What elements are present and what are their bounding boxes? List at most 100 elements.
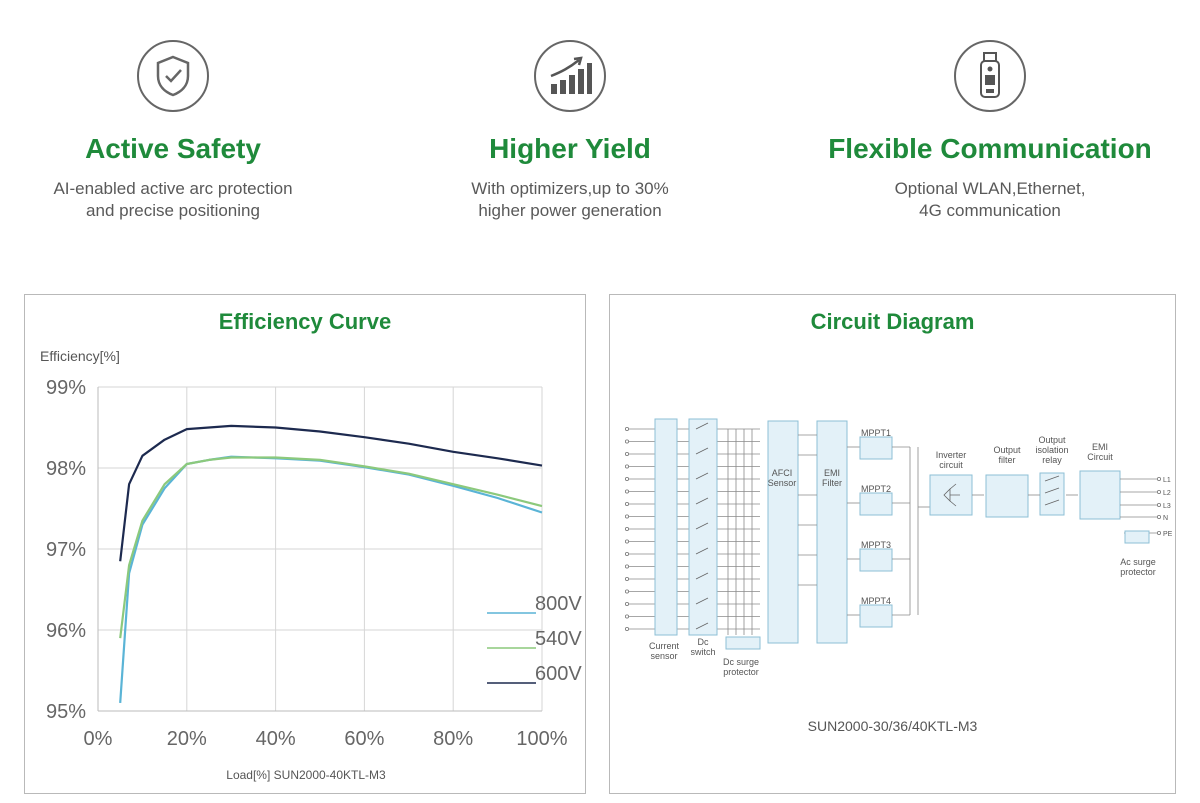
switch-contact — [695, 497, 709, 505]
output-filter-block — [985, 474, 1029, 518]
input-terminal — [624, 426, 629, 431]
input-terminal — [624, 476, 629, 481]
isolation-relay-block — [1039, 472, 1065, 516]
output-line-label: L2 — [1163, 490, 1171, 497]
feature-active-safety: Active Safety AI-enabled active arc prot… — [0, 40, 353, 222]
input-terminal — [624, 564, 629, 569]
input-terminal — [624, 451, 629, 456]
input-terminal — [624, 601, 629, 606]
input-terminal — [624, 489, 629, 494]
output-line-label: N — [1163, 515, 1168, 522]
output-terminal — [1157, 489, 1162, 494]
y-axis-label: Efficiency[%] — [40, 348, 120, 364]
legend-label: 600V — [535, 663, 582, 685]
y-tick-label: 99% — [46, 377, 86, 399]
current-sensor-block — [654, 418, 678, 636]
transistor-symbol — [943, 483, 960, 507]
feature-description: With optimizers,up to 30% higher power g… — [471, 179, 669, 220]
dc-surge-label: Dc surge — [723, 657, 759, 667]
ac-surge-block — [1124, 530, 1150, 544]
x-axis-label: Load[%] SUN2000-40KTL-M3 — [226, 768, 386, 782]
mppt-label: MPPT3 — [861, 540, 891, 550]
feature-description: AI-enabled active arc protection and pre… — [53, 179, 293, 220]
mppt-block — [859, 548, 893, 572]
output-line-label: PE — [1163, 531, 1173, 538]
mppt-block — [859, 436, 893, 460]
feature-flexible-communication: Flexible Communication Optional WLAN,Eth… — [810, 40, 1170, 222]
switch-contact — [695, 547, 709, 555]
emi-circuit-label: EMI — [1092, 442, 1108, 452]
switch-contact — [695, 472, 709, 480]
dc-switch-label: Dc — [698, 637, 709, 647]
switch-contact — [695, 572, 709, 580]
circuit-diagram-title: Circuit Diagram — [810, 309, 975, 334]
input-terminal — [624, 589, 629, 594]
current-sensor-label: Current — [649, 641, 680, 651]
inverter-label: circuit — [939, 460, 963, 470]
efficiency-curve-panel: 95% 96% 97% 98% 99% 0% 20% 40% 60% 80% 100% Efficie… — [24, 294, 586, 794]
feature-higher-yield: Higher Yield With optimizers,up to 30% h… — [390, 40, 750, 222]
isolation-relay-label: relay — [1042, 455, 1062, 465]
x-tick-label: 60% — [344, 728, 384, 750]
output-terminal — [1157, 476, 1162, 481]
emi-filter-label: EMI — [824, 468, 840, 478]
output-filter-label: filter — [998, 455, 1015, 465]
emi-filter-block — [816, 420, 848, 644]
switch-contact — [695, 422, 709, 430]
efficiency-chart: 95% 96% 97% 98% 99% 0% 20% 40% 60% 80% 100% Efficie… — [40, 348, 582, 782]
y-tick-label: 98% — [46, 458, 86, 480]
dc-surge-block — [725, 636, 761, 650]
inverter-label: Inverter — [936, 450, 967, 460]
input-terminal — [624, 514, 629, 519]
bar-chart-up-icon — [534, 40, 606, 112]
output-line-label: L3 — [1163, 503, 1171, 510]
feature-title: Flexible Communication — [828, 133, 1152, 164]
circuit-diagram-panel: Dc surge protector Current sensor Dc switch AF… — [609, 294, 1176, 794]
mppt-label: MPPT2 — [861, 484, 891, 494]
dc-switch-block — [688, 418, 718, 636]
output-line-label: L1 — [1163, 477, 1171, 484]
efficiency-chart-title: Efficiency Curve — [218, 309, 392, 334]
output-filter-label: Output — [993, 445, 1021, 455]
series-line-540V — [119, 456, 543, 639]
switch-contact — [695, 622, 709, 630]
dc-switch-label: switch — [690, 647, 715, 657]
x-tick-label: 40% — [256, 728, 296, 750]
switch-contact — [695, 597, 709, 605]
afci-sensor-block — [767, 420, 799, 644]
shield-check-icon — [137, 40, 209, 112]
isolation-relay-label: isolation — [1035, 445, 1068, 455]
input-terminal — [624, 614, 629, 619]
afci-label: Sensor — [768, 478, 797, 488]
emi-circuit-label: Circuit — [1087, 452, 1113, 462]
y-tick-label: 95% — [46, 701, 86, 723]
ac-surge-label: Ac surge — [1120, 557, 1156, 567]
feature-description: Optional WLAN,Ethernet, 4G communication — [894, 179, 1086, 220]
ac-surge-label: protector — [1120, 567, 1156, 577]
relay-contact — [1044, 487, 1060, 494]
legend-label: 800V — [535, 593, 582, 615]
mppt-label: MPPT1 — [861, 428, 891, 438]
dongle-icon — [954, 40, 1026, 112]
input-terminal — [624, 526, 629, 531]
isolation-relay-label: Output — [1038, 435, 1066, 445]
afci-label: AFCI — [772, 468, 793, 478]
y-tick-label: 97% — [46, 539, 86, 561]
circuit-diagram: Dc surgeprotectorCurrentsensorDcswitchAF… — [624, 418, 1173, 677]
input-terminal — [624, 626, 629, 631]
legend-label: 540V — [535, 628, 582, 650]
y-tick-label: 96% — [46, 620, 86, 642]
input-terminal — [624, 439, 629, 444]
switch-contact — [695, 447, 709, 455]
series-line-800V — [119, 455, 543, 703]
input-terminal — [624, 551, 629, 556]
x-tick-label: 20% — [167, 728, 207, 750]
output-terminal — [1157, 514, 1162, 519]
output-terminal — [1157, 530, 1162, 535]
current-sensor-label: sensor — [650, 651, 677, 661]
input-terminal — [624, 464, 629, 469]
dc-surge-label: protector — [723, 667, 759, 677]
emi-circuit-block — [1079, 470, 1121, 520]
mppt-block — [859, 492, 893, 516]
feature-title: Active Safety — [85, 133, 261, 164]
